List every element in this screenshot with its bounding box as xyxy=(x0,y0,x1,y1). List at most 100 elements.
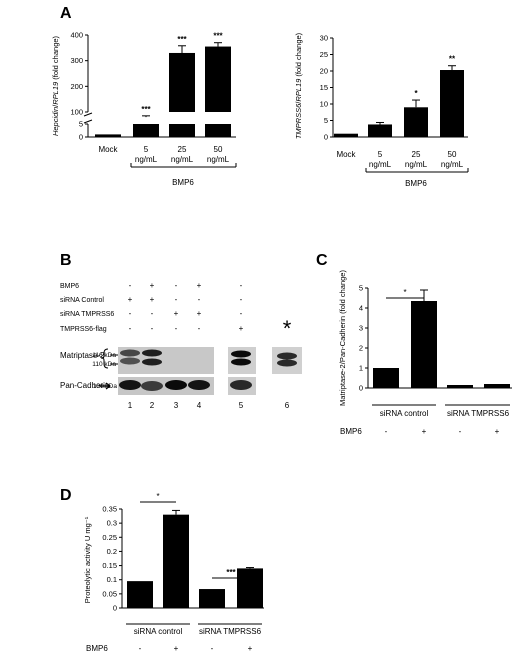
blot-sign: - xyxy=(175,324,178,333)
y-axis-label-part-0: TMPRSS6 xyxy=(294,103,303,139)
y-tick-label: 25 xyxy=(320,50,328,59)
bmp6-sign: + xyxy=(422,427,427,436)
chart-matriptase: 0 1 2 3 4 5 Matriptase-2/Pan-Cadherin (fold ch… xyxy=(338,270,512,436)
bmp6-sign: - xyxy=(385,427,388,436)
blot-asterisk: * xyxy=(283,316,292,341)
blot-sign: + xyxy=(197,281,202,290)
blot-arrow xyxy=(100,382,111,390)
blot-sign: - xyxy=(175,295,178,304)
blot-sign: - xyxy=(175,281,178,290)
x-tick-sublabel: ng/mL xyxy=(369,160,392,169)
x-tick-sublabel: ng/mL xyxy=(171,155,194,164)
y-axis-label: Matriptase-2/Pan-Cadherin (fold change) xyxy=(338,270,347,406)
y-axis-label: TMPRSS6/RPL19 (fold change) xyxy=(294,32,303,139)
bar xyxy=(205,46,231,112)
significance-label: ** xyxy=(449,55,456,64)
y-tick-label: 4 xyxy=(359,304,363,313)
bar xyxy=(373,368,399,388)
y-tick-label: 200 xyxy=(70,82,83,91)
bar xyxy=(404,107,428,137)
blot-band xyxy=(277,352,297,360)
blot-sign: - xyxy=(198,295,201,304)
group-label: BMP6 xyxy=(172,178,194,187)
x-tick-sublabel: ng/mL xyxy=(207,155,230,164)
blot-band xyxy=(119,380,141,390)
axis-break-mark xyxy=(83,112,93,117)
blot-band xyxy=(120,357,140,365)
x-tick-label: 50 xyxy=(448,150,457,159)
blot-lane-number: 1 xyxy=(128,401,133,410)
blot-brace xyxy=(100,348,109,369)
x-tick-label: 5 xyxy=(144,145,149,154)
y-axis-label: Hepcidin/RPL19 (fold change) xyxy=(51,35,60,136)
blot-band xyxy=(277,359,297,367)
y-axis-label-part-3: (fold change) xyxy=(294,32,303,78)
blot-sign: - xyxy=(151,309,154,318)
bar xyxy=(95,134,121,137)
y-tick-label: 0.35 xyxy=(102,505,117,514)
x-tick-label: Mock xyxy=(98,145,118,154)
blot-sign: + xyxy=(150,295,155,304)
y-tick-label: 15 xyxy=(320,83,328,92)
chart-proteolytic: 0 0.05 0.1 0.15 0.2 0.25 0.3 0.35 Proteolytic ac… xyxy=(83,492,264,653)
blot-band xyxy=(230,380,252,390)
significance-label: *** xyxy=(141,105,151,114)
y-axis-label-part-2: RPL19 xyxy=(51,81,60,105)
y-tick-label: 400 xyxy=(70,31,83,40)
y-axis-label: Proteolytic activity U mg⁻¹ xyxy=(83,516,92,603)
y-tick-label: 0.15 xyxy=(102,561,117,570)
bar xyxy=(334,133,358,137)
x-tick-label: 25 xyxy=(178,145,187,154)
blot-band xyxy=(188,380,210,390)
blot-lane-number: 2 xyxy=(150,401,155,410)
significance-label: * xyxy=(403,288,406,297)
axis-break-mark xyxy=(83,119,93,124)
x-tick-label: 50 xyxy=(214,145,223,154)
y-tick-label: 5 xyxy=(359,284,363,293)
bmp6-sign: - xyxy=(459,427,462,436)
x-tick-sublabel: ng/mL xyxy=(135,155,158,164)
bmp6-row-label: BMP6 xyxy=(86,644,108,653)
blot-row-label: siRNA TMPRSS6 xyxy=(60,311,114,318)
blot-kda-130: 130 kDa xyxy=(93,383,118,390)
blot-sign: - xyxy=(151,324,154,333)
bar xyxy=(133,124,159,137)
bar xyxy=(411,301,437,388)
blot-sign: + xyxy=(150,281,155,290)
blot-sign: - xyxy=(129,281,132,290)
significance-label: *** xyxy=(226,568,236,577)
blot-band xyxy=(231,358,251,366)
bar xyxy=(484,384,510,388)
significance-label: * xyxy=(414,89,418,98)
y-axis-label-part-3: (fold change) xyxy=(51,35,60,81)
y-tick-label: 20 xyxy=(320,67,328,76)
bar xyxy=(169,124,195,137)
bar xyxy=(447,385,473,388)
y-tick-label: 3 xyxy=(359,324,363,333)
y-tick-label: 100 xyxy=(70,108,83,117)
group-label: siRNA control xyxy=(380,409,429,418)
y-axis-label-part-1: / xyxy=(294,101,303,104)
y-axis-label-part-1: / xyxy=(51,104,60,107)
chart-hepcidin: 0 5 100 200 300 400 Hepcidin/RPL19 (fold chang… xyxy=(51,31,237,187)
bmp6-sign: - xyxy=(211,644,214,653)
y-tick-label: 30 xyxy=(320,34,328,43)
blot-lane-number: 6 xyxy=(285,401,290,410)
y-tick-label: 1 xyxy=(359,364,363,373)
significance-label: * xyxy=(156,492,159,501)
blot-sign: - xyxy=(129,309,132,318)
blot-band xyxy=(165,380,187,390)
blot-band xyxy=(120,349,140,357)
chart-tmprss6: 0 5 10 15 20 25 30 TMPRSS6/RPL19 (fold change) M… xyxy=(294,32,469,188)
panel-letter-c: C xyxy=(316,252,328,269)
bmp6-sign: - xyxy=(139,644,142,653)
blot-band xyxy=(142,358,162,366)
y-axis-label-part-0: Hepcidin xyxy=(51,107,60,136)
y-tick-label: 10 xyxy=(320,100,328,109)
bmp6-row-label: BMP6 xyxy=(340,427,362,436)
bmp6-sign: + xyxy=(248,644,253,653)
y-tick-label: 0.2 xyxy=(107,547,117,556)
y-tick-label: 2 xyxy=(359,344,363,353)
bar xyxy=(163,514,189,608)
